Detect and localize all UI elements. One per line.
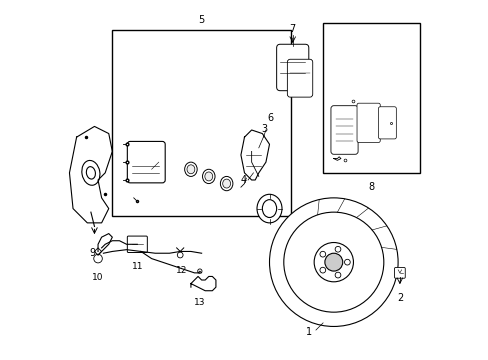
Circle shape xyxy=(324,253,342,271)
Bar xyxy=(323,23,419,173)
Ellipse shape xyxy=(220,176,232,191)
Ellipse shape xyxy=(86,167,95,179)
FancyBboxPatch shape xyxy=(330,106,357,154)
Ellipse shape xyxy=(184,162,197,176)
Text: 2: 2 xyxy=(396,293,402,302)
Text: 13: 13 xyxy=(194,298,205,307)
Text: 8: 8 xyxy=(367,182,374,192)
Circle shape xyxy=(344,259,349,265)
FancyBboxPatch shape xyxy=(127,236,147,252)
FancyBboxPatch shape xyxy=(378,107,395,139)
Circle shape xyxy=(283,212,383,312)
Text: 6: 6 xyxy=(267,113,273,123)
Text: 7: 7 xyxy=(289,23,295,33)
FancyBboxPatch shape xyxy=(276,44,308,91)
Text: 11: 11 xyxy=(131,262,143,271)
Text: 3: 3 xyxy=(261,123,266,134)
Ellipse shape xyxy=(186,165,194,174)
Circle shape xyxy=(94,254,102,263)
Text: 4: 4 xyxy=(240,175,246,185)
Text: 10: 10 xyxy=(92,273,103,282)
Circle shape xyxy=(313,243,353,282)
FancyBboxPatch shape xyxy=(356,103,380,143)
Circle shape xyxy=(177,252,183,258)
Text: 5: 5 xyxy=(198,15,204,24)
Ellipse shape xyxy=(262,200,276,217)
Circle shape xyxy=(334,246,340,252)
Ellipse shape xyxy=(257,194,282,223)
Text: 9: 9 xyxy=(89,248,96,258)
Ellipse shape xyxy=(202,169,215,184)
Text: 12: 12 xyxy=(176,266,187,275)
Text: 1: 1 xyxy=(305,327,311,337)
Circle shape xyxy=(319,267,325,273)
FancyBboxPatch shape xyxy=(127,141,165,183)
Circle shape xyxy=(197,269,202,273)
Ellipse shape xyxy=(204,172,212,181)
Circle shape xyxy=(269,198,397,327)
FancyBboxPatch shape xyxy=(394,267,405,278)
Circle shape xyxy=(319,251,325,257)
Bar xyxy=(112,30,290,216)
FancyBboxPatch shape xyxy=(287,59,312,97)
Circle shape xyxy=(334,272,340,278)
Ellipse shape xyxy=(81,161,100,185)
Ellipse shape xyxy=(222,179,230,188)
